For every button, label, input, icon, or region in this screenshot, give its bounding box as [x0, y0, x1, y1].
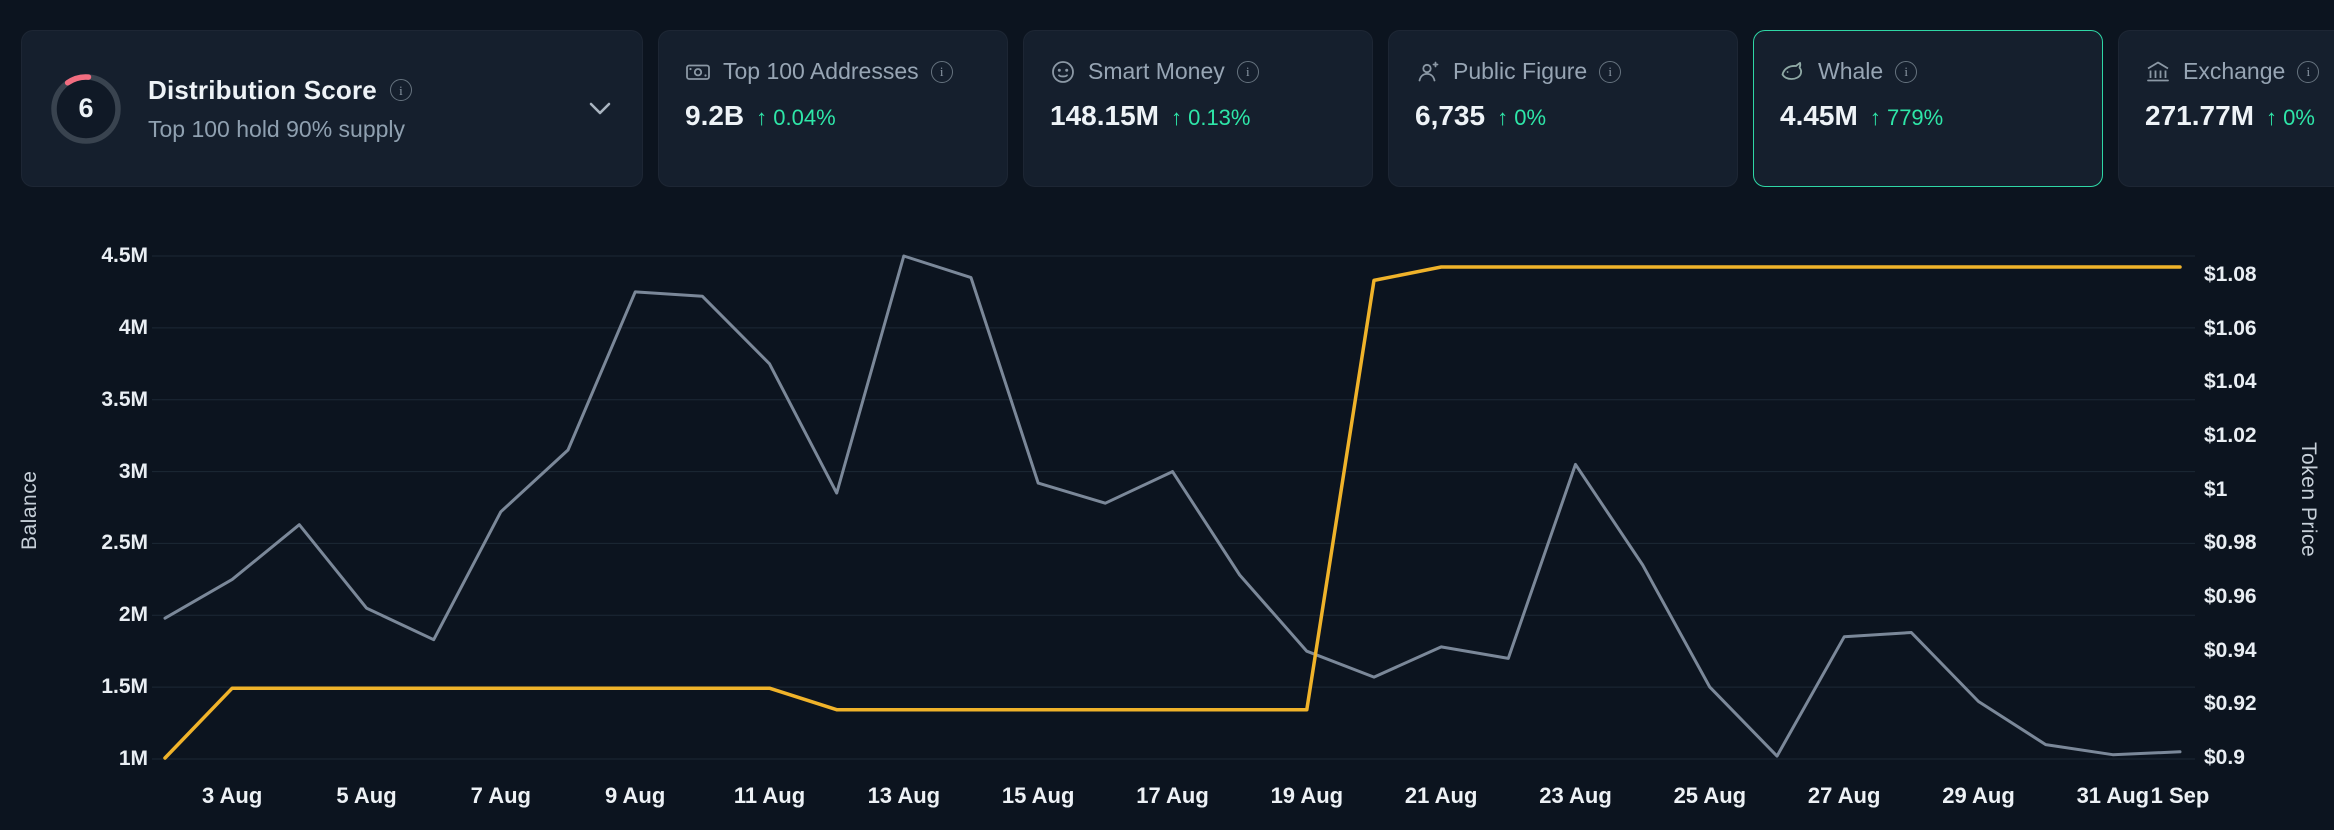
- stat-card-exchange[interactable]: Exchange 271.77M ↑ 0%: [2118, 30, 2334, 187]
- stat-label: Exchange: [2183, 58, 2286, 84]
- chevron-down-icon[interactable]: [588, 101, 612, 116]
- stat-change: ↑ 0.04%: [756, 105, 836, 131]
- info-icon[interactable]: [1895, 60, 1918, 83]
- stat-value: 271.77M: [2145, 100, 2254, 131]
- smart-money-icon: [1050, 59, 1076, 85]
- stat-value: 4.45M: [1780, 100, 1858, 131]
- stats-cards-row: 6 Distribution Score Top 100 hold 90% su…: [21, 30, 2334, 187]
- distribution-score-card[interactable]: 6 Distribution Score Top 100 hold 90% su…: [21, 30, 643, 187]
- distribution-score-value: 6: [78, 93, 94, 123]
- up-arrow-icon: ↑: [756, 105, 768, 130]
- info-icon[interactable]: [1599, 60, 1622, 83]
- stat-card-smart-money[interactable]: Smart Money 148.15M ↑ 0.13%: [1023, 30, 1373, 187]
- stat-value: 6,735: [1415, 100, 1486, 131]
- stat-change-percent: 0%: [2283, 105, 2315, 130]
- stat-change-percent: 0.13%: [1188, 105, 1251, 130]
- stat-label: Top 100 Addresses: [723, 58, 919, 84]
- stat-value: 9.2B: [685, 100, 745, 131]
- up-arrow-icon: ↑: [1869, 105, 1881, 130]
- exchange-icon: [2145, 59, 2171, 85]
- stat-label: Public Figure: [1453, 58, 1588, 84]
- series-line-token-price: [163, 265, 2182, 760]
- stat-card-public-figure[interactable]: Public Figure 6,735 ↑ 0%: [1388, 30, 1738, 187]
- stat-change-percent: 0%: [1514, 105, 1546, 130]
- whale-icon: [1780, 59, 1806, 85]
- up-arrow-icon: ↑: [2265, 105, 2277, 130]
- stat-change: ↑ 779%: [1870, 105, 1943, 131]
- stat-value: 148.15M: [1050, 100, 1159, 131]
- distribution-score-title: Distribution Score: [148, 74, 377, 105]
- distribution-score-subtitle: Top 100 hold 90% supply: [148, 115, 406, 142]
- banknote-icon: [685, 59, 711, 85]
- stat-label: Whale: [1818, 58, 1884, 84]
- stat-change: ↑ 0%: [1497, 105, 1546, 131]
- stat-change: ↑ 0.13%: [1171, 105, 1251, 131]
- public-figure-icon: [1415, 59, 1441, 85]
- series-line-balance: [163, 254, 2182, 758]
- stat-card-whale[interactable]: Whale 4.45M ↑ 779%: [1753, 30, 2103, 187]
- distribution-score-text: Distribution Score Top 100 hold 90% supp…: [148, 75, 412, 143]
- stat-change-percent: 0.04%: [773, 105, 836, 130]
- stat-card-top-100-addresses[interactable]: Top 100 Addresses 9.2B ↑ 0.04%: [658, 30, 1008, 187]
- up-arrow-icon: ↑: [1497, 105, 1509, 130]
- stat-change-percent: 779%: [1886, 105, 1944, 130]
- info-icon[interactable]: [930, 60, 953, 83]
- stat-label: Smart Money: [1088, 58, 1225, 84]
- distribution-score-gauge: 6: [48, 71, 124, 147]
- info-icon[interactable]: [2297, 60, 2320, 83]
- stat-change: ↑ 0%: [2266, 105, 2315, 131]
- right-axis-title: Token Price: [2297, 442, 2320, 558]
- up-arrow-icon: ↑: [1170, 105, 1182, 130]
- gauge-ring-icon: [51, 73, 121, 144]
- info-icon[interactable]: [389, 79, 412, 101]
- left-axis-title: Balance: [18, 470, 41, 550]
- info-icon[interactable]: [1236, 60, 1259, 83]
